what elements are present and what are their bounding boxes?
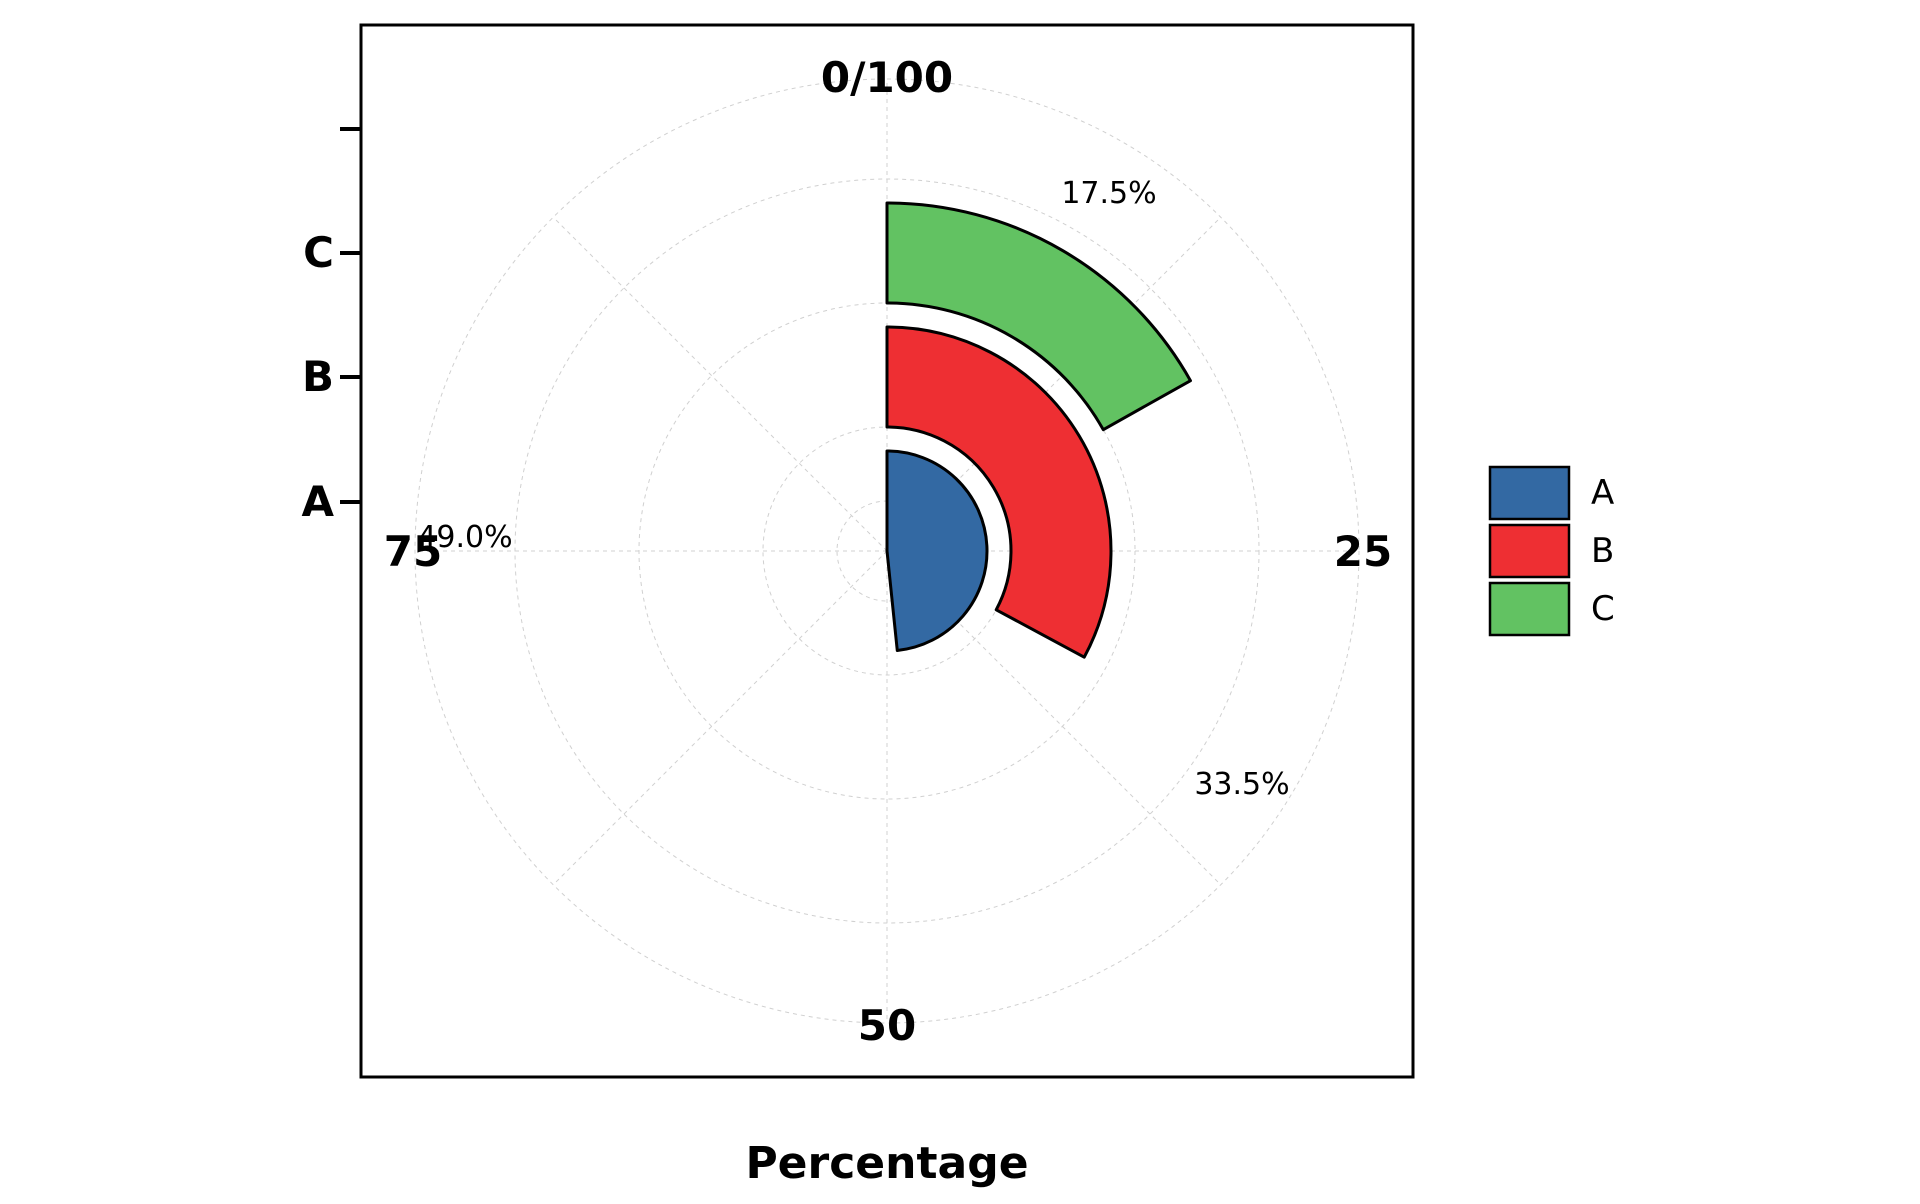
radial-tick-label-C: C [303,228,334,277]
grid-ring-4 [414,78,1360,1024]
radial-tick-label-A: A [301,477,334,526]
x-axis-label: Percentage [745,1138,1028,1189]
legend-swatch-A [1488,465,1571,521]
bars [885,201,1192,659]
legend-swatch-B [1488,523,1571,579]
polar-grid [414,78,1360,1024]
legend-label-A: A [1591,473,1614,513]
value-label-A: 49.0% [417,520,512,555]
value-label-C: 17.5% [1061,176,1156,211]
grid-spoke-7 [552,216,888,552]
angle-tick-label-3: 75 [384,527,442,576]
radial-axis: A B C [301,127,361,526]
bar-C [885,201,1192,432]
legend-label-B: B [1591,531,1614,571]
angle-tick-label-1: 25 [1334,527,1392,576]
bar-A [885,449,989,652]
legend: ABC [1488,465,1615,637]
bar-B [885,325,1113,659]
grid-spoke-1 [886,216,1222,552]
grid-spoke-5 [552,550,888,886]
legend-label-C: C [1591,589,1615,629]
radial-tick-label-B: B [302,352,334,401]
legend-swatch-C [1488,581,1571,637]
angle-tick-label-2: 50 [858,1001,916,1050]
grid-spoke-3 [886,550,1222,886]
angle-tick-label-0: 0/100 [821,53,953,102]
value-label-B: 33.5% [1194,767,1289,802]
plot-frame [359,23,1415,1079]
